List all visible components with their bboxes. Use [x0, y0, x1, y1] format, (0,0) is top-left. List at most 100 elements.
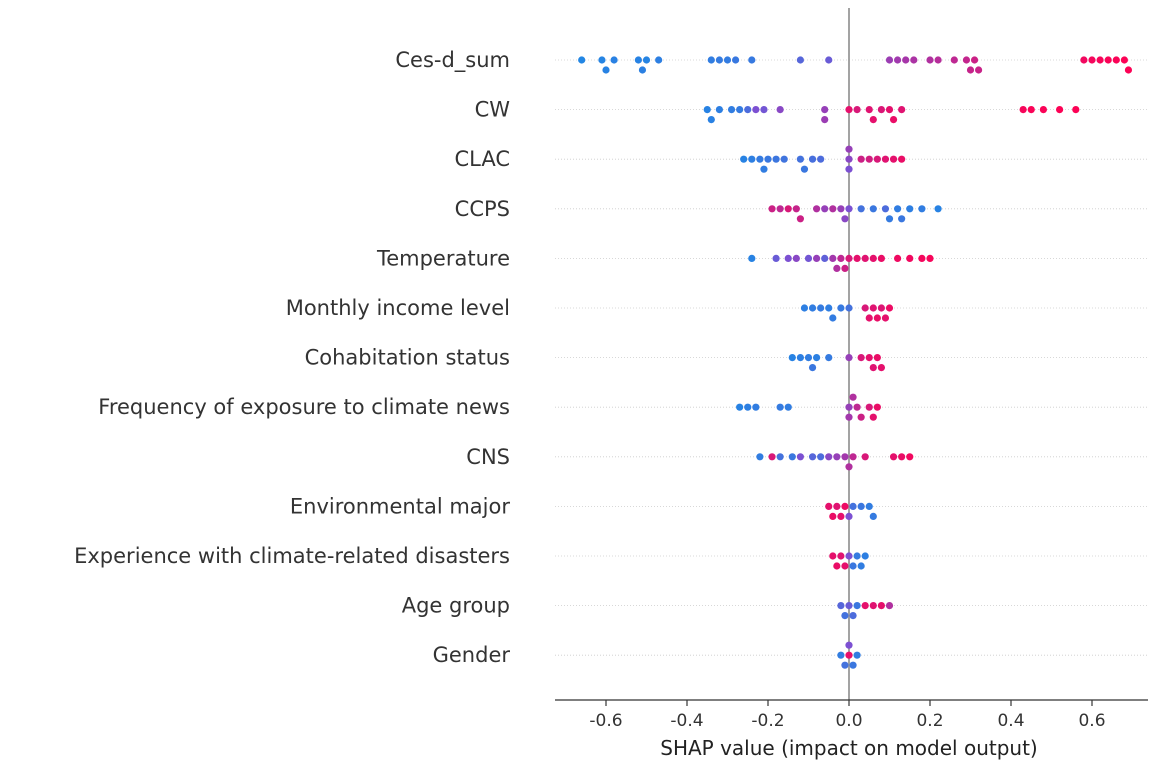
shap-point	[845, 602, 853, 610]
shap-point	[898, 453, 906, 461]
shap-point	[845, 512, 853, 521]
shap-point	[845, 463, 853, 471]
shap-point	[813, 205, 821, 213]
feature-label: Experience with climate-related disaster…	[74, 544, 510, 568]
shap-point	[796, 56, 805, 64]
feature-label: Cohabitation status	[305, 346, 510, 370]
feature-label: CLAC	[454, 147, 510, 171]
shap-point	[877, 106, 886, 114]
shap-point	[849, 502, 857, 510]
shap-point	[825, 453, 833, 461]
shap-point	[829, 314, 837, 322]
shap-point	[1080, 56, 1088, 64]
shap-point	[849, 453, 857, 461]
shap-point	[889, 453, 898, 461]
shap-point	[1072, 106, 1080, 114]
shap-point	[841, 661, 849, 669]
feature-label: Gender	[433, 643, 511, 667]
shap-point	[1088, 56, 1096, 64]
shap-point	[825, 304, 833, 312]
shap-point	[1112, 56, 1120, 64]
shap-point	[800, 304, 809, 312]
shap-point	[885, 215, 894, 223]
shap-point	[898, 106, 906, 114]
shap-point	[788, 354, 796, 362]
x-tick-label: 0.2	[916, 711, 943, 731]
shap-point	[821, 106, 829, 114]
shap-point	[817, 304, 825, 312]
shap-point	[906, 453, 914, 461]
shap-point	[877, 254, 886, 262]
shap-point	[845, 552, 853, 560]
shap-point	[877, 304, 886, 312]
shap-point	[792, 254, 800, 262]
feature-label: CW	[475, 98, 511, 122]
shap-point	[841, 453, 849, 461]
feature-label: Monthly income level	[286, 296, 510, 320]
shap-point	[655, 56, 663, 64]
shap-point	[853, 602, 861, 610]
shap-point	[845, 155, 853, 163]
shap-point	[849, 661, 857, 669]
shap-point	[772, 254, 780, 262]
shap-point	[821, 254, 829, 262]
shap-point	[869, 364, 877, 372]
x-tick-label: -0.6	[589, 711, 622, 731]
shap-point	[776, 403, 784, 411]
shap-point	[857, 562, 865, 570]
shap-point	[861, 552, 869, 560]
shap-point	[885, 304, 894, 312]
shap-point	[1039, 106, 1047, 114]
shap-point	[744, 106, 752, 114]
shap-point	[966, 66, 975, 74]
x-tick-label: 0.0	[835, 711, 862, 731]
shap-point	[849, 562, 857, 570]
shap-point	[776, 205, 784, 213]
shap-point	[825, 502, 833, 510]
feature-label: Environmental major	[290, 494, 510, 518]
shap-point	[784, 254, 792, 262]
shap-point	[837, 304, 845, 312]
shap-point	[865, 403, 873, 411]
shap-point	[1096, 56, 1104, 64]
shap-point	[732, 56, 740, 64]
shap-point	[776, 453, 784, 461]
shap-point	[975, 66, 983, 74]
shap-point	[748, 254, 756, 262]
shap-point	[829, 552, 837, 560]
shap-point	[821, 205, 829, 213]
shap-point	[813, 354, 821, 362]
shap-point	[894, 205, 902, 213]
shap-point	[837, 254, 845, 262]
shap-point	[869, 254, 877, 262]
shap-point	[869, 116, 877, 124]
shap-point	[796, 453, 805, 461]
shap-point	[869, 413, 877, 421]
shap-point	[784, 403, 792, 411]
shap-point	[808, 304, 817, 312]
shap-point	[857, 155, 865, 163]
shap-point	[837, 552, 845, 560]
shap-point	[857, 205, 865, 213]
feature-label: CNS	[466, 445, 510, 469]
shap-point	[877, 364, 886, 372]
shap-point	[865, 155, 873, 163]
x-tick-label: 0.4	[997, 711, 1024, 731]
shap-point	[760, 165, 768, 173]
shap-point	[723, 56, 732, 64]
shap-point	[861, 304, 869, 312]
shap-point	[861, 602, 869, 610]
shap-point	[841, 562, 849, 570]
shap-point	[727, 106, 736, 114]
shap-point	[885, 56, 894, 64]
shap-point	[845, 145, 853, 153]
feature-label: Temperature	[376, 246, 510, 270]
shap-point	[833, 562, 841, 570]
shap-point	[804, 354, 813, 362]
shap-point	[796, 215, 805, 223]
shap-point	[817, 453, 825, 461]
shap-point	[772, 155, 780, 163]
shap-point	[578, 56, 586, 64]
shap-point	[845, 304, 853, 312]
